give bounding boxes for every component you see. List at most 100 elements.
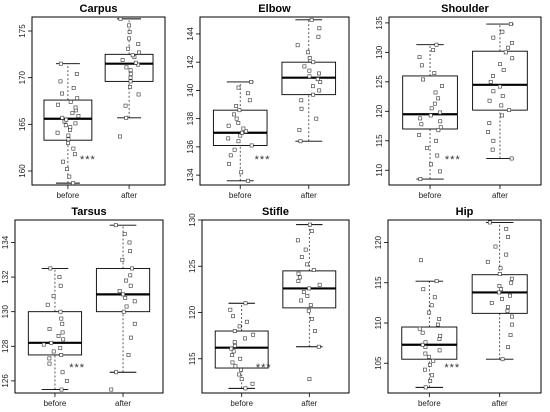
data-point xyxy=(438,169,442,174)
data-point xyxy=(299,98,304,103)
data-point xyxy=(232,112,236,117)
data-point xyxy=(41,342,46,347)
y-tick-label: 128 xyxy=(1,339,10,353)
y-tick-label: 115 xyxy=(375,134,384,147)
data-point xyxy=(421,287,426,292)
data-point xyxy=(66,141,70,145)
y-tick-label: 110 xyxy=(375,163,384,176)
data-point xyxy=(228,153,233,158)
data-point xyxy=(435,322,440,327)
data-point xyxy=(47,356,52,361)
data-point xyxy=(120,257,125,262)
data-point xyxy=(241,126,246,131)
data-point xyxy=(438,125,443,130)
data-point xyxy=(509,280,514,285)
data-point xyxy=(251,332,256,337)
box-iqr xyxy=(402,75,458,130)
data-point xyxy=(428,379,433,383)
data-point xyxy=(243,386,248,391)
data-point xyxy=(299,255,304,259)
data-point xyxy=(501,68,506,72)
y-tick-label: 115 xyxy=(188,352,197,365)
data-point xyxy=(114,370,119,375)
data-point xyxy=(317,88,322,93)
data-point xyxy=(313,329,317,333)
data-point xyxy=(510,322,514,327)
data-point xyxy=(67,174,72,179)
data-point xyxy=(309,17,314,22)
data-point xyxy=(230,353,235,357)
data-point xyxy=(303,247,308,252)
data-point xyxy=(60,115,65,120)
data-point xyxy=(509,156,514,161)
significance-label: *** xyxy=(445,154,461,166)
data-point xyxy=(128,72,133,76)
data-point xyxy=(489,300,494,305)
data-point xyxy=(127,30,132,34)
data-point xyxy=(306,50,310,55)
data-point xyxy=(121,292,125,297)
data-point xyxy=(124,65,129,70)
data-point xyxy=(60,91,64,96)
data-point xyxy=(128,68,133,73)
data-point xyxy=(239,367,243,372)
data-point xyxy=(510,56,515,61)
data-point xyxy=(436,96,441,101)
data-point xyxy=(247,98,252,103)
data-point xyxy=(56,334,61,338)
data-point xyxy=(296,279,301,283)
significance-label: *** xyxy=(256,362,272,374)
data-point xyxy=(485,259,490,264)
data-point xyxy=(60,330,65,335)
data-point xyxy=(297,275,302,280)
data-point xyxy=(127,36,132,41)
y-tick-label: 126 xyxy=(1,374,10,388)
data-point xyxy=(419,258,423,263)
data-point xyxy=(237,108,242,113)
data-point xyxy=(432,71,437,75)
data-point xyxy=(510,41,514,45)
y-tick-label: 115 xyxy=(374,276,383,289)
data-point xyxy=(127,240,132,245)
panel-title: Carpus xyxy=(80,3,118,15)
data-point xyxy=(61,159,65,164)
data-point xyxy=(430,373,434,378)
data-point xyxy=(136,92,141,97)
data-point xyxy=(508,333,513,337)
data-point xyxy=(500,296,504,301)
data-point xyxy=(231,349,236,354)
data-point xyxy=(244,319,249,324)
data-point xyxy=(128,249,133,254)
y-tick-label: 130 xyxy=(375,45,384,59)
panel-carpus: Carpus 160 165 170 175 before after *** xyxy=(18,3,166,200)
data-point xyxy=(236,139,241,144)
data-point xyxy=(117,289,122,293)
data-point xyxy=(305,293,310,298)
data-point xyxy=(64,117,69,122)
y-tick-label: 138 xyxy=(186,111,195,125)
data-point xyxy=(71,146,76,151)
y-tick-label: 140 xyxy=(186,83,195,97)
box-before xyxy=(214,302,269,389)
data-point xyxy=(417,326,422,331)
data-point xyxy=(232,343,237,348)
data-point xyxy=(418,116,423,121)
data-point xyxy=(130,266,134,271)
data-point xyxy=(232,340,237,345)
data-point xyxy=(61,337,66,342)
x-tick-label-before: before xyxy=(44,399,67,408)
data-point xyxy=(227,161,231,166)
data-point xyxy=(508,22,513,26)
data-point xyxy=(491,74,495,78)
data-point xyxy=(510,314,514,319)
y-tick-label: 125 xyxy=(188,259,197,273)
data-point xyxy=(232,147,237,152)
data-point xyxy=(438,333,443,338)
data-point xyxy=(432,295,437,300)
panel-stifle: Stifle 115 120 125 130 before after *** xyxy=(188,206,350,408)
x-tick-label-after: after xyxy=(121,191,137,200)
y-tick-label: 135 xyxy=(375,16,384,30)
data-point xyxy=(47,361,52,366)
data-point xyxy=(113,223,118,228)
